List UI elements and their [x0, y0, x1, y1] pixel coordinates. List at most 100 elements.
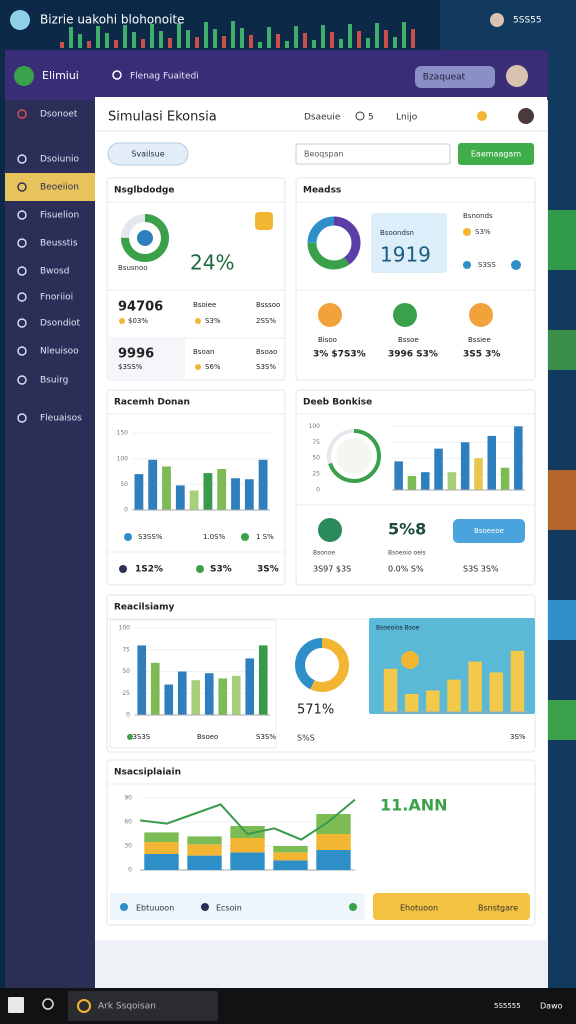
- label[interactable]: Ark Ssqoisan: [98, 1002, 156, 1012]
- decor: [312, 40, 316, 48]
- icon: [477, 111, 487, 121]
- bar: [245, 658, 255, 715]
- bar: [404, 694, 419, 712]
- sidebar-item[interactable]: Bsuirg: [40, 376, 68, 386]
- label: Bsoeoios Bsoe: [376, 625, 420, 632]
- sidebar-item[interactable]: Dsonoet: [40, 110, 78, 120]
- sidebar-item[interactable]: Fleuaisos: [40, 414, 82, 424]
- decor: [366, 38, 370, 48]
- tab[interactable]: 5: [368, 113, 374, 123]
- stack-bar: [230, 838, 265, 853]
- tab[interactable]: Lnijo: [396, 113, 418, 123]
- decor: [87, 41, 91, 48]
- card: [106, 389, 286, 586]
- sidebar-item[interactable]: Beoeiion: [40, 183, 79, 193]
- action-label[interactable]: Eaemaagam: [471, 150, 521, 159]
- sidebar-item[interactable]: Fisuelion: [40, 211, 79, 221]
- bar: [137, 645, 147, 715]
- bar: [231, 478, 240, 510]
- select-label[interactable]: Beoqspan: [304, 150, 344, 159]
- bar: [434, 448, 443, 490]
- filter[interactable]: [107, 142, 189, 166]
- stat: 3S97 $3S: [313, 565, 351, 574]
- big-value: 1919: [380, 243, 431, 267]
- stat: Bsoao: [256, 348, 277, 356]
- bar: [489, 672, 504, 712]
- card-title: Racemh Donan: [114, 398, 190, 408]
- card-button[interactable]: [453, 519, 525, 543]
- stack-bar: [144, 854, 179, 870]
- start-button[interactable]: [8, 997, 24, 1013]
- label: Bsoeoio oeis: [388, 550, 426, 557]
- sidebar-item[interactable]: Dsondiot: [40, 319, 81, 329]
- decor: [267, 27, 271, 48]
- tab[interactable]: Dsaeuie: [304, 113, 341, 123]
- taskbar-search[interactable]: [68, 991, 218, 1021]
- bar: [258, 645, 268, 715]
- card-title: Nsglbdodge: [114, 186, 174, 196]
- action-button[interactable]: [458, 143, 534, 165]
- sidebar-icon: [17, 375, 27, 385]
- label: Ebtuuoon: [136, 904, 174, 913]
- bar: [203, 473, 213, 510]
- bar: [474, 458, 483, 490]
- stat: S3%: [210, 565, 232, 575]
- search[interactable]: Flenag Fuaitedi: [130, 72, 199, 82]
- header-button-label[interactable]: Bzaqueat: [423, 73, 466, 83]
- stack-bar: [144, 832, 179, 842]
- y-tick-label: 50: [312, 455, 320, 462]
- label[interactable]: Bsoeeoe: [474, 527, 504, 535]
- decor: [411, 29, 415, 48]
- stat: 3996 S3%: [388, 350, 438, 360]
- dot: [196, 565, 204, 573]
- label[interactable]: Bsnstgare: [478, 904, 518, 913]
- stack-bar: [273, 852, 308, 861]
- bar: [217, 469, 227, 510]
- bar: [407, 476, 417, 490]
- sidebar-item[interactable]: Fnoriioi: [40, 293, 73, 303]
- decor: [231, 21, 235, 48]
- sidebar-item[interactable]: Bwosd: [40, 267, 69, 277]
- avatar: [506, 65, 528, 87]
- y-tick-label: 50: [120, 481, 128, 488]
- sidebar-item[interactable]: Beusstis: [40, 239, 78, 249]
- decor: [204, 22, 208, 48]
- stat: 94706: [118, 300, 163, 315]
- stack-bar: [316, 850, 351, 870]
- filter-label[interactable]: Svailsue: [131, 150, 164, 159]
- label: Ecsoin: [216, 904, 242, 913]
- stat: Bsoeo: [197, 733, 218, 741]
- stat: 3% $7S3%: [313, 350, 366, 360]
- sidebar-item[interactable]: Nleuisoo: [40, 347, 79, 357]
- dot: [463, 261, 471, 269]
- stack-bar: [187, 844, 222, 856]
- dot: [119, 318, 125, 324]
- bar: [134, 474, 144, 510]
- stat: 3S5 3%: [463, 350, 500, 360]
- decor: [339, 39, 343, 48]
- select[interactable]: [295, 143, 451, 165]
- stat: 3S%: [510, 733, 526, 741]
- bar: [189, 490, 199, 510]
- dot: [349, 903, 357, 911]
- decor: [96, 26, 100, 48]
- search-logo: [77, 999, 91, 1013]
- sidebar-item[interactable]: Dsoiunio: [40, 155, 80, 165]
- decor: [545, 330, 576, 370]
- stack-bar: [230, 852, 265, 870]
- footer-button[interactable]: [373, 893, 530, 920]
- header-button[interactable]: [415, 66, 495, 88]
- stat: $03%: [128, 317, 148, 325]
- y-tick-label: 0: [126, 712, 130, 719]
- y-tick-label: 150: [117, 430, 129, 437]
- decor: [545, 700, 576, 740]
- label[interactable]: Ehotuoon: [400, 904, 438, 913]
- dot: [127, 734, 133, 740]
- dot: [511, 260, 521, 270]
- stat: S3%: [205, 317, 221, 325]
- bar: [164, 684, 174, 715]
- bar: [447, 679, 461, 712]
- decor: [222, 36, 226, 48]
- big-value: 11.ANN: [380, 796, 448, 815]
- bar: [244, 479, 254, 510]
